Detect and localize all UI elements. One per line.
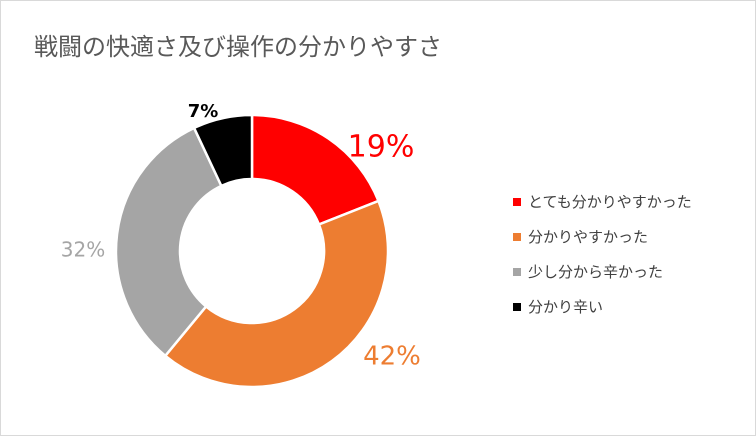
- data-label-hard: 7%: [188, 101, 219, 122]
- legend-item-easy: 分かりやすかった: [513, 219, 692, 254]
- legend-item-somewhat-hard: 少し分から辛かった: [513, 254, 692, 289]
- legend-swatch: [513, 267, 521, 276]
- slice-hard: [192, 113, 254, 188]
- legend-swatch: [513, 197, 521, 206]
- data-label-very-easy: 19%: [348, 130, 415, 165]
- slice-easy: [163, 199, 390, 389]
- legend-swatch: [513, 232, 521, 241]
- legend-swatch: [513, 302, 521, 311]
- donut-slices: [114, 113, 390, 389]
- legend-label: 分かりやすかった: [528, 228, 649, 246]
- chart-title: 戦闘の快適さ及び操作の分かりやすさ: [34, 33, 442, 61]
- data-label-somewhat-hard: 32%: [61, 238, 105, 262]
- legend: とても分かりやすかった 分かりやすかった 少し分から辛かった 分かり辛い: [513, 184, 692, 324]
- slice-somewhat-hard: [114, 126, 224, 358]
- legend-item-very-easy: とても分かりやすかった: [513, 184, 692, 219]
- legend-item-hard: 分かり辛い: [513, 289, 692, 324]
- data-label-easy: 42%: [363, 342, 421, 372]
- legend-label: 分かり辛い: [528, 298, 604, 316]
- legend-label: 少し分から辛かった: [528, 263, 664, 281]
- data-labels: 19% 42% 32% 7%: [61, 101, 421, 372]
- legend-label: とても分かりやすかった: [528, 193, 692, 211]
